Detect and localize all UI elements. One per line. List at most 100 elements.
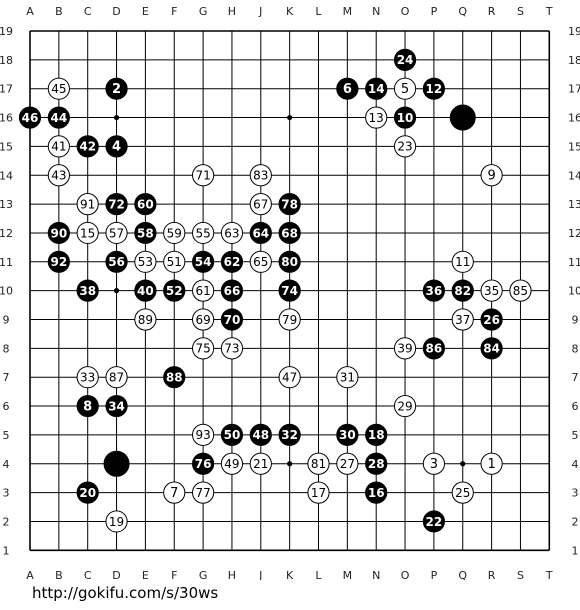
white-stone[interactable]: 77 [192,481,215,504]
white-stone[interactable]: 13 [365,106,388,129]
black-stone[interactable]: 46 [18,106,42,129]
white-stone[interactable]: 59 [163,221,186,245]
white-stone[interactable]: 61 [192,279,215,302]
white-stone[interactable]: 31 [336,366,359,389]
black-stone[interactable]: 32 [278,423,301,446]
black-stone[interactable]: 88 [163,366,186,389]
white-stone[interactable]: 87 [105,366,128,389]
black-stone[interactable]: 26 [480,308,503,331]
black-stone[interactable]: 42 [76,135,99,158]
white-stone[interactable]: 3 [422,452,445,475]
black-stone[interactable]: 24 [393,48,417,71]
white-stone[interactable]: 11 [451,250,474,273]
black-stone[interactable]: 64 [249,221,272,245]
black-stone[interactable]: 74 [278,279,301,302]
white-stone[interactable]: 35 [480,279,503,302]
black-stone[interactable]: 52 [163,279,186,302]
black-stone[interactable]: 10 [393,106,417,129]
white-stone[interactable]: 9 [480,164,503,187]
black-stone[interactable] [449,104,476,131]
white-stone[interactable]: 89 [134,308,157,331]
black-stone[interactable]: 84 [480,337,503,360]
black-stone[interactable]: 78 [278,193,301,216]
black-stone[interactable]: 30 [336,423,359,446]
white-stone[interactable]: 51 [163,250,186,273]
black-stone[interactable]: 48 [249,423,272,446]
black-stone[interactable]: 38 [76,279,99,302]
black-stone[interactable]: 72 [105,193,128,216]
white-stone[interactable]: 29 [393,394,417,418]
black-stone[interactable]: 40 [134,279,157,302]
white-stone[interactable]: 71 [192,164,215,187]
black-stone[interactable]: 62 [220,250,244,273]
black-stone[interactable]: 58 [134,221,157,245]
white-stone[interactable]: 63 [220,221,244,245]
white-stone[interactable]: 21 [249,452,272,475]
source-url[interactable]: http://gokifu.com/s/30ws [32,584,219,602]
white-stone[interactable]: 1 [480,452,503,475]
black-stone[interactable]: 4 [105,135,128,158]
white-stone[interactable]: 83 [249,164,272,187]
black-stone[interactable]: 36 [422,279,445,302]
white-stone[interactable]: 49 [220,452,244,475]
white-stone[interactable]: 65 [249,250,272,273]
white-stone[interactable]: 93 [192,423,215,446]
black-stone[interactable]: 28 [365,452,388,475]
black-stone[interactable]: 82 [451,279,474,302]
black-stone[interactable]: 92 [47,250,70,273]
white-stone[interactable]: 15 [76,221,99,245]
white-stone[interactable]: 25 [451,481,474,504]
black-stone[interactable]: 8 [76,394,99,418]
black-stone[interactable]: 18 [365,423,388,446]
white-stone[interactable]: 73 [220,337,244,360]
black-stone[interactable]: 44 [47,106,70,129]
move-number: 62 [224,255,241,269]
black-stone[interactable]: 56 [105,250,128,273]
black-stone[interactable]: 34 [105,394,128,418]
white-stone[interactable]: 33 [76,366,99,389]
white-stone[interactable]: 5 [393,77,417,100]
black-stone[interactable]: 50 [220,423,244,446]
white-stone[interactable]: 17 [307,481,330,504]
black-stone[interactable]: 2 [105,77,128,100]
black-stone[interactable]: 68 [278,221,301,245]
white-stone[interactable]: 75 [192,337,215,360]
white-stone[interactable]: 69 [192,308,215,331]
black-stone[interactable]: 66 [220,279,244,302]
black-stone[interactable]: 86 [422,337,445,360]
white-stone[interactable]: 53 [134,250,157,273]
black-stone[interactable]: 90 [47,221,70,245]
white-stone[interactable]: 81 [307,452,330,475]
move-number: 84 [483,342,500,356]
white-stone[interactable]: 57 [105,221,128,245]
white-stone[interactable]: 91 [76,193,99,216]
white-stone[interactable]: 23 [393,135,417,158]
white-stone[interactable]: 43 [47,164,70,187]
black-stone[interactable]: 6 [336,77,359,100]
black-stone[interactable]: 54 [192,250,215,273]
black-stone[interactable]: 14 [365,77,388,100]
white-stone[interactable]: 41 [47,135,70,158]
black-stone[interactable]: 80 [278,250,301,273]
black-stone[interactable]: 16 [365,481,388,504]
white-stone[interactable]: 85 [509,279,532,302]
white-stone[interactable]: 19 [105,510,128,533]
black-stone[interactable]: 76 [192,452,215,475]
white-stone[interactable]: 67 [249,193,272,216]
white-stone[interactable]: 39 [393,337,417,360]
black-stone[interactable]: 20 [76,481,99,504]
move-number: 55 [195,226,210,240]
white-stone[interactable]: 79 [278,308,301,331]
stone-disc [76,481,99,504]
black-stone[interactable]: 60 [134,193,157,216]
black-stone[interactable]: 70 [220,308,244,331]
white-stone[interactable]: 7 [163,481,186,504]
black-stone[interactable] [103,450,130,477]
white-stone[interactable]: 45 [47,77,70,100]
white-stone[interactable]: 55 [192,221,215,245]
white-stone[interactable]: 27 [336,452,359,475]
black-stone[interactable]: 12 [422,77,445,100]
black-stone[interactable]: 22 [422,510,445,533]
white-stone[interactable]: 47 [278,366,301,389]
white-stone[interactable]: 37 [451,308,474,331]
